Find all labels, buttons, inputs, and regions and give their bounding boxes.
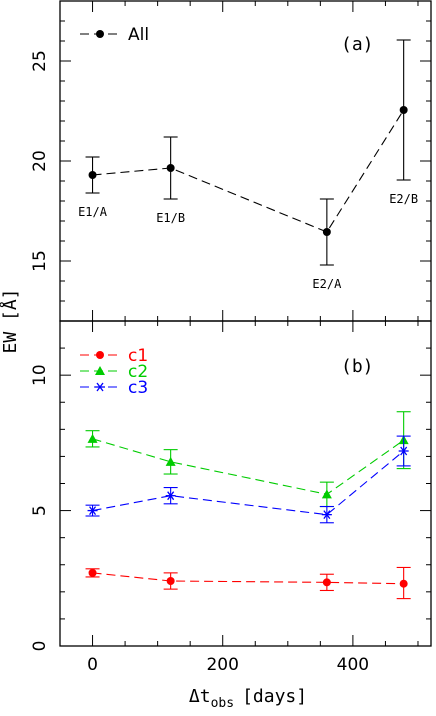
data-marks: E1/A E1/B E2/A E2/B <box>78 39 418 600</box>
series-All-point-label: E2/A <box>312 277 342 291</box>
series-c1-point <box>88 568 97 577</box>
panel-1-ytick-label: 0 <box>30 641 50 652</box>
series-All-point <box>322 228 331 236</box>
series-c1-point <box>322 578 331 587</box>
panel-1-ytick-label: 5 <box>30 505 50 516</box>
xtick-label: 200 <box>206 655 238 675</box>
legend-c3-marker <box>95 382 105 392</box>
xtick-label: 0 <box>87 655 98 675</box>
y-axis-title: EW [Å] <box>0 288 21 353</box>
series-c3-point-stroke-d2 <box>167 491 175 501</box>
x-axis-title: Δtobs [days] <box>189 686 307 711</box>
series-c3-point-stroke-d2 <box>400 446 408 456</box>
legend-All-label: All <box>128 25 149 45</box>
series-c3-point <box>87 506 98 515</box>
series-c1-line <box>92 572 404 585</box>
xtick-label: 400 <box>337 655 369 675</box>
series-All-point <box>88 171 97 179</box>
series-c3-point-stroke-d2 <box>323 510 331 520</box>
series-c2-point <box>165 456 176 466</box>
x-axis-title-symbol: Δt <box>189 686 211 707</box>
series-All-point-label: E2/B <box>389 192 418 206</box>
series-All-point <box>399 106 408 114</box>
legend-c1-marker <box>96 351 104 359</box>
legend-c2-marker <box>95 366 105 375</box>
panel-0-ytick-label: 20 <box>30 150 50 172</box>
panel-0-ytick-label: 25 <box>30 50 50 72</box>
x-axis-title-subscript: obs <box>211 696 234 711</box>
series-c2-point <box>321 489 332 499</box>
series-All-point <box>166 164 175 172</box>
panel-a-label: (a) <box>341 34 374 55</box>
series-All-point-label: E1/A <box>78 205 108 219</box>
series-c3-line <box>92 450 405 516</box>
legend-c3-marker-stroke-d2 <box>96 382 104 392</box>
legend-c3-label: c3 <box>128 378 148 398</box>
series-c3-point <box>321 510 332 520</box>
panel-1-ytick-label: 10 <box>30 364 50 386</box>
panel-0-ytick-label: 15 <box>30 250 50 272</box>
series-c2-point <box>87 433 98 443</box>
legend-c1-label: c1 <box>128 346 148 366</box>
series-c2-line <box>92 438 404 495</box>
series-All-point-label: E1/B <box>156 211 185 225</box>
series-c3-point-stroke-d2 <box>89 506 97 515</box>
axis-tick-labels: 15 20 25 0 5 10 0 200 400 <box>30 50 369 675</box>
series-c3-point <box>398 446 409 456</box>
series-c1-point <box>399 579 408 588</box>
legend-c2-label: c2 <box>128 362 148 382</box>
series-All-line <box>92 109 405 233</box>
series-c3-point <box>165 491 176 501</box>
panel-b-frame <box>59 320 432 647</box>
panel-a-frame <box>59 0 432 322</box>
x-axis-title-unit: [days] <box>242 686 307 707</box>
legend-All-marker <box>96 30 104 38</box>
series-c1-point <box>166 577 175 585</box>
panel-b-label: (b) <box>341 356 374 377</box>
axis-ticks <box>60 1 431 646</box>
